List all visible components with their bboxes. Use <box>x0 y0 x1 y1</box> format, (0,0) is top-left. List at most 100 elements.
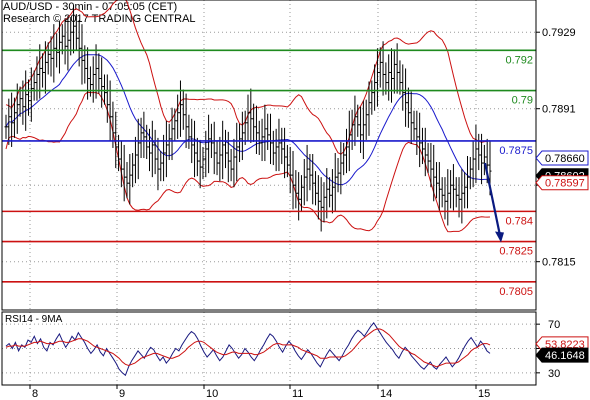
ohlc-bar <box>100 57 104 108</box>
ohlc-bar <box>238 123 242 163</box>
ohlc-bar <box>159 150 163 182</box>
ohlc-bar <box>108 80 112 141</box>
ohlc-bar <box>390 48 394 103</box>
ohlc-bar <box>128 153 132 205</box>
price-panel-frame <box>1 0 537 311</box>
rsi-series-line <box>5 328 491 368</box>
ohlc-bar <box>223 129 227 169</box>
ohlc-bar <box>277 118 281 172</box>
ohlc-bar <box>153 129 157 175</box>
time-tick-label: 11 <box>292 388 303 400</box>
ohlc-bar <box>311 153 315 205</box>
rsi-panel: RSI14 - 9MA <box>5 314 491 377</box>
level-label: 0.7805 <box>499 286 533 298</box>
time-tick-label: 14 <box>380 388 392 400</box>
ohlc-bar <box>294 170 298 209</box>
ohlc-bar <box>12 97 16 138</box>
ohlc-bar <box>395 43 399 94</box>
ohlc-bar <box>384 62 388 95</box>
ohlc-bar <box>232 138 236 188</box>
price-tag-label: 0.78660 <box>545 153 585 165</box>
ohlc-bar <box>398 60 402 95</box>
ohlc-bar <box>350 109 354 150</box>
ohlc-bar <box>404 68 408 127</box>
ohlc-bar <box>302 159 306 206</box>
ohlc-bar <box>299 175 303 212</box>
price-tag: 0.78660 <box>535 150 589 166</box>
ohlc-bar <box>325 168 329 219</box>
ohlc-bar <box>449 170 453 209</box>
ohlc-bar <box>406 87 410 128</box>
ohlc-bar <box>468 157 472 190</box>
ohlc-bar <box>125 162 129 199</box>
ohlc-bar <box>52 24 56 83</box>
ohlc-bar <box>319 177 323 232</box>
ohlc-bar <box>218 136 222 182</box>
ohlc-bar <box>375 48 379 107</box>
level-label: 0.7875 <box>499 145 533 157</box>
ohlc-bar <box>252 103 256 142</box>
ohlc-bar <box>477 133 481 171</box>
ohlc-bar <box>15 83 19 134</box>
ohlc-bar <box>373 64 377 111</box>
ohlc-bar <box>474 124 478 184</box>
time-tick-label: 15 <box>478 388 490 400</box>
ohlc-bar <box>288 146 292 194</box>
ohlc-bar <box>102 74 106 105</box>
grid-layer <box>2 0 536 385</box>
ohlc-bar <box>316 175 320 220</box>
ohlc-bar <box>305 144 309 202</box>
ohlc-bar <box>342 142 346 176</box>
ohlc-bar <box>285 144 289 178</box>
ohlc-bar <box>471 140 475 188</box>
rsi-value-tag-label: 46.1648 <box>545 350 585 362</box>
forecast-arrow <box>483 162 504 243</box>
ohlc-bar <box>167 123 171 161</box>
ohlc-bar <box>181 89 185 130</box>
time-tick-label: 9 <box>119 388 125 400</box>
ohlc-bar <box>207 114 211 174</box>
ohlc-bar <box>480 133 484 185</box>
ohlc-bar <box>435 162 439 199</box>
ohlc-bar <box>150 120 154 178</box>
ohlc-bar <box>328 177 332 208</box>
ohlc-bar <box>164 120 168 178</box>
price-tag: 0.78597 <box>535 175 589 191</box>
ohlc-bar <box>139 117 143 159</box>
ohlc-bar <box>18 86 22 117</box>
ohlc-bar <box>80 24 84 85</box>
ohlc-bar <box>353 95 357 146</box>
ohlc-bar <box>178 80 182 137</box>
ohlc-bar <box>35 56 39 101</box>
level-label: 0.7825 <box>499 246 533 258</box>
ohlc-bar <box>429 142 433 188</box>
ohlc-bar <box>243 110 247 145</box>
ohlc-bar <box>133 136 137 184</box>
ohlc-bar <box>49 36 53 77</box>
ohlc-bar <box>97 53 101 94</box>
level-label: 0.784 <box>505 215 533 227</box>
ohlc-bar <box>463 172 467 209</box>
ohlc-bar <box>226 131 230 183</box>
ohlc-bar <box>423 127 427 177</box>
ohlc-bar <box>29 67 33 122</box>
ohlc-bar <box>280 127 284 165</box>
ohlc-bar <box>187 114 191 149</box>
chart-title: AUD/USD - 30min - 07:05:05 (CET) <box>3 1 178 13</box>
level-label: 0.79 <box>512 95 533 107</box>
ohlc-bar <box>212 121 216 175</box>
ohlc-bar <box>454 177 458 208</box>
ohlc-bar <box>356 104 360 137</box>
ohlc-bar <box>378 47 382 88</box>
ohlc-bar <box>60 24 64 55</box>
ohlc-bar <box>41 53 45 88</box>
ohlc-bar <box>173 108 177 141</box>
ohlc-bar <box>257 120 261 155</box>
ohlc-bar <box>297 172 301 221</box>
ohlc-bar <box>409 91 413 144</box>
ohlc-bar <box>32 70 36 101</box>
ohlc-bar <box>204 130 208 178</box>
ohlc-bar <box>198 139 202 189</box>
ohlc-bar <box>344 128 348 174</box>
ohlc-bar <box>314 171 318 206</box>
